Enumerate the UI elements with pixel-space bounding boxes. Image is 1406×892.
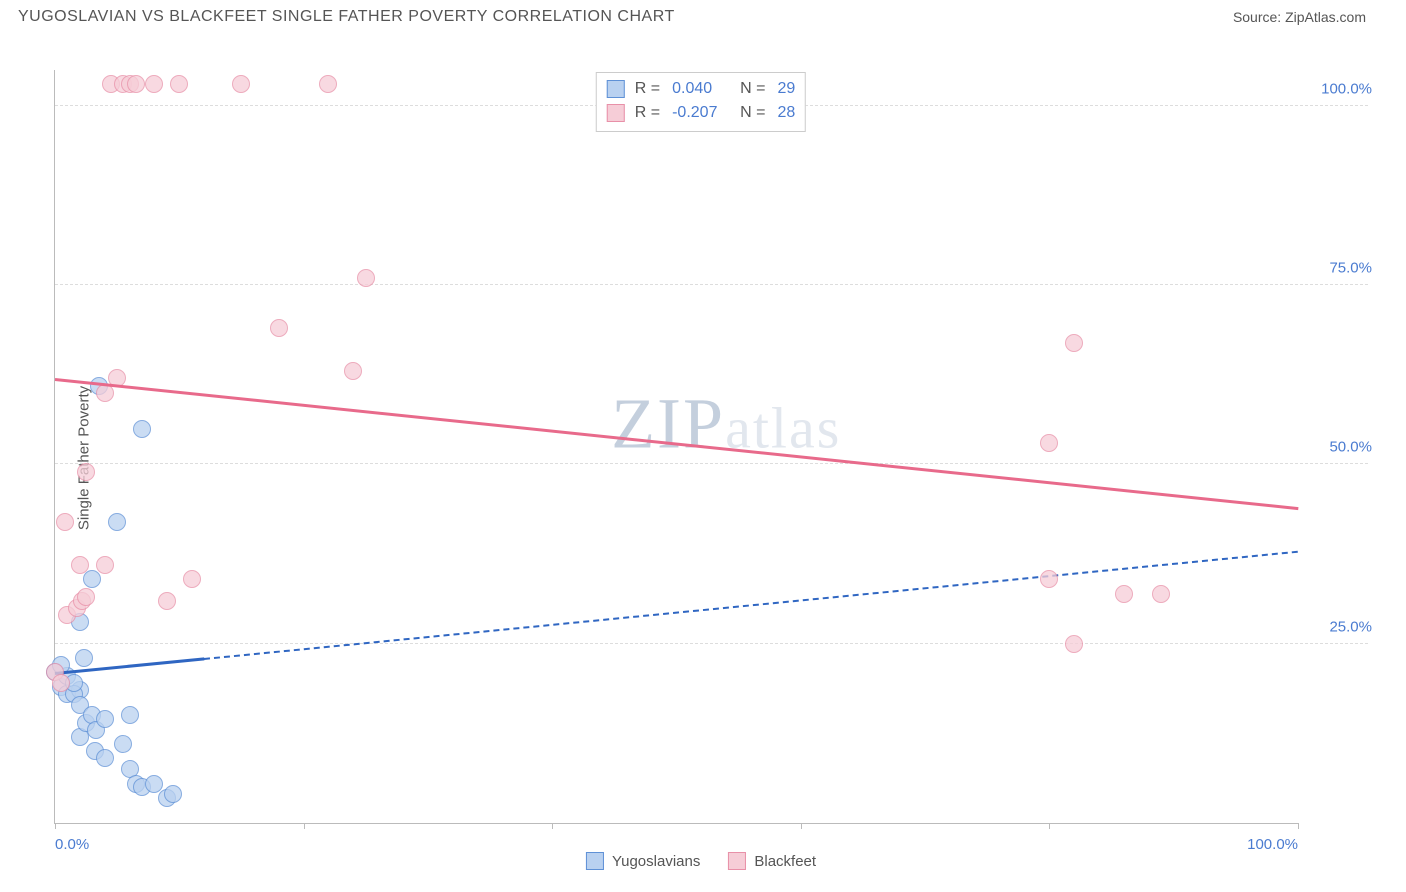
- y-tick-label: 25.0%: [1329, 618, 1372, 635]
- plot-area: ZIPatlas 25.0%50.0%75.0%100.0%0.0%100.0%: [54, 70, 1298, 824]
- gridline-h: [55, 643, 1368, 644]
- data-point: [96, 710, 114, 728]
- legend-item: Yugoslavians: [586, 852, 700, 870]
- r-value: -0.207: [672, 101, 730, 125]
- data-point: [357, 269, 375, 287]
- watermark-zip: ZIP: [611, 383, 725, 463]
- legend-label: Blackfeet: [754, 853, 816, 870]
- data-point: [77, 463, 95, 481]
- n-label: N =: [740, 101, 765, 125]
- chart-header: YUGOSLAVIAN VS BLACKFEET SINGLE FATHER P…: [0, 0, 1406, 26]
- data-point: [52, 674, 70, 692]
- legend-label: Yugoslavians: [612, 853, 700, 870]
- x-tick-label: 100.0%: [1247, 836, 1298, 853]
- y-tick-label: 50.0%: [1329, 439, 1372, 456]
- data-point: [164, 785, 182, 803]
- data-point: [1065, 635, 1083, 653]
- data-point: [1115, 585, 1133, 603]
- x-tick: [304, 823, 305, 829]
- legend-swatch: [728, 852, 746, 870]
- data-point: [170, 75, 188, 93]
- data-point: [121, 706, 139, 724]
- data-point: [114, 735, 132, 753]
- y-tick-label: 75.0%: [1329, 260, 1372, 277]
- legend-item: Blackfeet: [728, 852, 816, 870]
- data-point: [1152, 585, 1170, 603]
- gridline-h: [55, 463, 1368, 464]
- n-label: N =: [740, 77, 765, 101]
- stats-legend: R = 0.040 N = 29 R = -0.207 N = 28: [596, 72, 806, 132]
- series-legend: Yugoslavians Blackfeet: [586, 852, 816, 870]
- source-link[interactable]: ZipAtlas.com: [1285, 9, 1366, 25]
- data-point: [77, 588, 95, 606]
- data-point: [75, 649, 93, 667]
- gridline-h: [55, 284, 1368, 285]
- data-point: [1040, 434, 1058, 452]
- n-value: 28: [777, 101, 795, 125]
- n-value: 29: [777, 77, 795, 101]
- legend-swatch: [586, 852, 604, 870]
- data-point: [145, 75, 163, 93]
- data-point: [133, 420, 151, 438]
- data-point: [158, 592, 176, 610]
- data-point: [270, 319, 288, 337]
- chart-container: Single Father Poverty ZIPatlas 25.0%50.0…: [14, 34, 1388, 882]
- x-tick-label: 0.0%: [55, 836, 89, 853]
- r-label: R =: [635, 77, 660, 101]
- x-tick: [1298, 823, 1299, 829]
- data-point: [232, 75, 250, 93]
- x-tick: [552, 823, 553, 829]
- x-tick: [801, 823, 802, 829]
- source-credit: Source: ZipAtlas.com: [1233, 9, 1366, 25]
- data-point: [344, 362, 362, 380]
- stat-legend-row: R = 0.040 N = 29: [607, 77, 795, 101]
- data-point: [96, 556, 114, 574]
- legend-swatch: [607, 80, 625, 98]
- data-point: [108, 513, 126, 531]
- y-tick-label: 100.0%: [1321, 80, 1372, 97]
- data-point: [1065, 334, 1083, 352]
- data-point: [56, 513, 74, 531]
- x-tick: [1049, 823, 1050, 829]
- data-point: [96, 749, 114, 767]
- r-label: R =: [635, 101, 660, 125]
- data-point: [127, 75, 145, 93]
- stat-legend-row: R = -0.207 N = 28: [607, 101, 795, 125]
- source-prefix: Source:: [1233, 9, 1285, 25]
- r-value: 0.040: [672, 77, 730, 101]
- data-point: [83, 570, 101, 588]
- watermark: ZIPatlas: [611, 382, 841, 465]
- data-point: [71, 556, 89, 574]
- data-point: [183, 570, 201, 588]
- chart-title: YUGOSLAVIAN VS BLACKFEET SINGLE FATHER P…: [18, 8, 675, 26]
- data-point: [1040, 570, 1058, 588]
- x-tick: [55, 823, 56, 829]
- legend-swatch: [607, 104, 625, 122]
- trend-line: [55, 378, 1298, 510]
- data-point: [319, 75, 337, 93]
